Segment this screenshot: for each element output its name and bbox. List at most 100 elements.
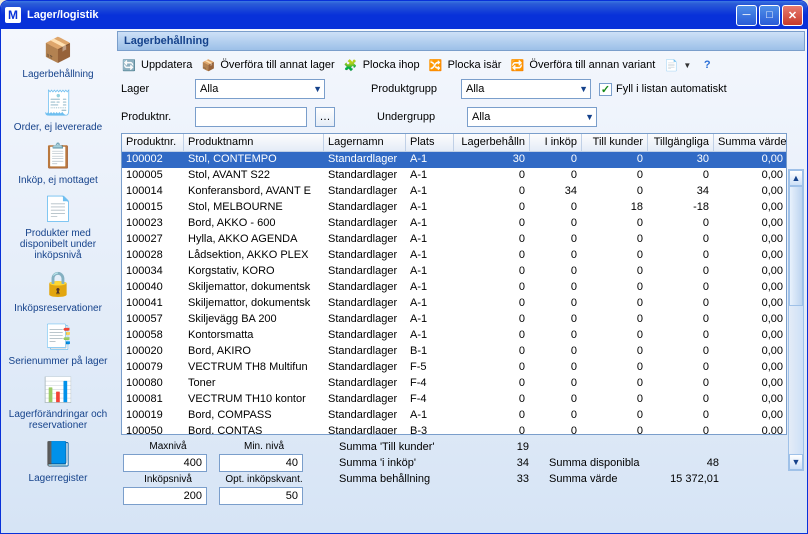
table-cell: 0 <box>454 392 530 408</box>
table-row[interactable]: 100079VECTRUM TH8 MultifunStandardlagerF… <box>122 360 786 376</box>
grid-column-header[interactable]: Produktnamn <box>184 134 324 151</box>
undergrupp-combo[interactable]: Alla ▼ <box>467 107 597 127</box>
transfer-variant-label: Överföra till annan variant <box>529 59 655 71</box>
refresh-button[interactable]: 🔄 Uppdatera <box>121 57 192 73</box>
grid-column-header[interactable]: I inköp <box>530 134 582 151</box>
sidebar-item-4[interactable]: 🔒Inköpsreservationer <box>4 267 112 318</box>
table-row[interactable]: 100028Lådsektion, AKKO PLEXStandardlager… <box>122 248 786 264</box>
table-cell: 0 <box>582 264 648 280</box>
table-cell: Skiljemattor, dokumentsk <box>184 296 324 312</box>
table-cell: 30 <box>648 152 714 168</box>
grid-header: Produktnr.ProduktnamnLagernamnPlatsLager… <box>122 134 786 152</box>
sidebar-item-label: Lagerförändringar och reservationer <box>4 409 112 431</box>
table-cell: 0 <box>530 360 582 376</box>
grid-column-header[interactable]: Plats <box>406 134 454 151</box>
table-row[interactable]: 100040Skiljemattor, dokumentskStandardla… <box>122 280 786 296</box>
table-cell: 0 <box>530 168 582 184</box>
table-cell: 0,00 <box>714 280 786 296</box>
document-dropdown[interactable]: 📄 ▼ <box>663 57 691 73</box>
produktnr-browse-button[interactable]: … <box>315 107 335 127</box>
scroll-thumb[interactable] <box>789 186 803 306</box>
table-cell: A-1 <box>406 152 454 168</box>
table-row[interactable]: 100002Stol, CONTEMPOStandardlagerA-13000… <box>122 152 786 168</box>
grid-column-header[interactable]: Summa värde <box>714 134 787 151</box>
grid-column-header[interactable]: Till kunder <box>582 134 648 151</box>
filter-row-1: Lager Alla ▼ Produktgrupp Alla ▼ ✓ Fyll … <box>115 75 807 103</box>
table-cell: Standardlager <box>324 296 406 312</box>
table-cell: 0 <box>648 376 714 392</box>
table-row[interactable]: 100034Korgstativ, KOROStandardlagerA-100… <box>122 264 786 280</box>
table-cell: A-1 <box>406 408 454 424</box>
table-cell: 100080 <box>122 376 184 392</box>
table-row[interactable]: 100081VECTRUM TH10 kontorStandardlagerF-… <box>122 392 786 408</box>
inkop-input[interactable] <box>123 487 207 505</box>
sidebar-item-5[interactable]: 📑Serienummer på lager <box>4 320 112 371</box>
scroll-up-arrow[interactable]: ▲ <box>789 170 803 186</box>
vertical-scrollbar[interactable]: ▲ ▼ <box>788 169 804 471</box>
table-cell: 0 <box>648 264 714 280</box>
transfer-warehouse-button[interactable]: 📦 Överföra till annat lager <box>200 57 334 73</box>
lager-combo[interactable]: Alla ▼ <box>195 79 325 99</box>
sidebar-item-6[interactable]: 📊Lagerförändringar och reservationer <box>4 373 112 435</box>
table-cell: 0 <box>648 312 714 328</box>
table-row[interactable]: 100057Skiljevägg BA 200StandardlagerA-10… <box>122 312 786 328</box>
minimize-button[interactable]: ─ <box>736 5 757 26</box>
table-row[interactable]: 100014Konferansbord, AVANT EStandardlage… <box>122 184 786 200</box>
pick-icon: 🧩 <box>343 57 359 73</box>
opt-label: Opt. inköpskvant. <box>219 474 309 485</box>
sidebar-item-label: Order, ej levererade <box>4 122 112 133</box>
grid-column-header[interactable]: Tillgängliga <box>648 134 714 151</box>
table-cell: Standardlager <box>324 424 406 435</box>
filter-row-2: Produktnr. … Undergrupp Alla ▼ <box>115 103 807 131</box>
help-button[interactable]: ? <box>699 57 715 73</box>
table-row[interactable]: 100005Stol, AVANT S22StandardlagerA-1000… <box>122 168 786 184</box>
table-cell: 0 <box>454 376 530 392</box>
split-button[interactable]: 🔀 Plocka isär <box>428 57 502 73</box>
close-button[interactable]: ✕ <box>782 5 803 26</box>
produktgrupp-combo[interactable]: Alla ▼ <box>461 79 591 99</box>
produktnr-input[interactable] <box>195 107 307 127</box>
maximize-button[interactable]: □ <box>759 5 780 26</box>
table-cell: 0,00 <box>714 296 786 312</box>
table-cell: 0,00 <box>714 200 786 216</box>
table-cell: 0 <box>582 168 648 184</box>
table-cell: Standardlager <box>324 264 406 280</box>
max-input[interactable] <box>123 454 207 472</box>
sidebar-item-1[interactable]: 🧾Order, ej levererade <box>4 86 112 137</box>
split-icon: 🔀 <box>428 57 444 73</box>
table-cell: Bord, CONTAS <box>184 424 324 435</box>
table-row[interactable]: 100050Bord, CONTASStandardlagerB-300000,… <box>122 424 786 435</box>
summa-iinkop-value: 34 <box>479 457 549 469</box>
grid-column-header[interactable]: Lagerbehålln <box>454 134 530 151</box>
table-cell: 0 <box>454 248 530 264</box>
grid-column-header[interactable]: Produktnr. <box>122 134 184 151</box>
table-cell: 0 <box>530 248 582 264</box>
opt-input[interactable] <box>219 487 303 505</box>
table-row[interactable]: 100015Stol, MELBOURNEStandardlagerA-1001… <box>122 200 786 216</box>
table-row[interactable]: 100023Bord, AKKO - 600StandardlagerA-100… <box>122 216 786 232</box>
sidebar-item-3[interactable]: 📄Produkter med disponibelt under inköpsn… <box>4 192 112 265</box>
table-row[interactable]: 100058KontorsmattaStandardlagerA-100000,… <box>122 328 786 344</box>
min-input[interactable] <box>219 454 303 472</box>
summa-varde-label: Summa värde <box>549 473 659 485</box>
pick-button[interactable]: 🧩 Plocka ihop <box>343 57 420 73</box>
table-row[interactable]: 100020Bord, AKIROStandardlagerB-100000,0… <box>122 344 786 360</box>
table-cell: 0 <box>454 232 530 248</box>
autofill-checkbox[interactable]: ✓ Fyll i listan automatiskt <box>599 83 727 96</box>
scroll-down-arrow[interactable]: ▼ <box>789 454 803 470</box>
table-cell: Standardlager <box>324 376 406 392</box>
table-row[interactable]: 100027Hylla, AKKO AGENDAStandardlagerA-1… <box>122 232 786 248</box>
transfer-variant-button[interactable]: 🔁 Överföra till annan variant <box>509 57 655 73</box>
sidebar-item-2[interactable]: 📋Inköp, ej mottaget <box>4 139 112 190</box>
grid-column-header[interactable]: Lagernamn <box>324 134 406 151</box>
sidebar-item-7[interactable]: 📘Lagerregister <box>4 437 112 488</box>
table-row[interactable]: 100019Bord, COMPASSStandardlagerA-100000… <box>122 408 786 424</box>
table-row[interactable]: 100041Skiljemattor, dokumentskStandardla… <box>122 296 786 312</box>
table-cell: A-1 <box>406 200 454 216</box>
window-title: Lager/logistik <box>27 9 736 21</box>
table-cell: Lådsektion, AKKO PLEX <box>184 248 324 264</box>
chevron-down-icon: ▼ <box>683 61 691 70</box>
sidebar-item-0[interactable]: 📦Lagerbehållning <box>4 33 112 84</box>
table-cell: 0 <box>648 424 714 435</box>
table-row[interactable]: 100080TonerStandardlagerF-400000,00 <box>122 376 786 392</box>
